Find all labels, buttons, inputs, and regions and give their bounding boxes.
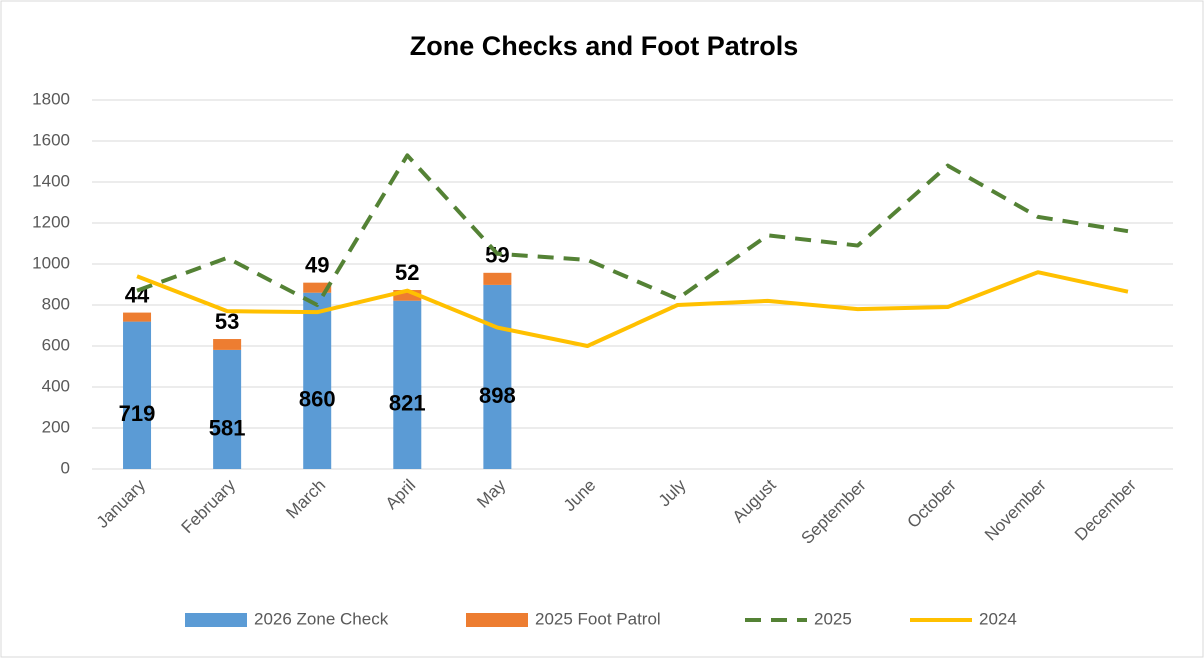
data-label: 52 — [395, 260, 419, 285]
bar-segment — [213, 339, 242, 350]
y-tick-label: 400 — [42, 376, 70, 395]
bar-segment — [213, 349, 242, 469]
legend-label: 2025 Foot Patrol — [535, 609, 661, 628]
bar-segment — [303, 292, 332, 469]
data-label: 821 — [389, 391, 426, 416]
y-tick-label: 600 — [42, 335, 70, 354]
data-label: 898 — [479, 383, 516, 408]
bar-segment — [303, 282, 332, 293]
legend-label: 2024 — [979, 609, 1017, 628]
line-series — [136, 270, 1129, 348]
y-tick-label: 200 — [42, 417, 70, 436]
bar-segment — [483, 272, 512, 285]
data-label: 719 — [119, 401, 156, 426]
chart-title: Zone Checks and Foot Patrols — [410, 31, 799, 61]
bar-segment — [123, 321, 152, 469]
legend-label: 2026 Zone Check — [254, 609, 389, 628]
legend-label: 2025 — [814, 609, 852, 628]
data-label: 860 — [299, 387, 336, 412]
bar-segment — [123, 312, 152, 322]
y-tick-label: 1200 — [32, 212, 70, 231]
data-label: 49 — [305, 252, 329, 277]
y-tick-label: 1600 — [32, 130, 70, 149]
bar-segment — [483, 284, 512, 469]
bar-segment — [393, 290, 422, 301]
y-tick-label: 1000 — [32, 253, 70, 272]
bar-segment — [393, 300, 422, 469]
y-tick-label: 1800 — [32, 89, 70, 108]
legend-swatch — [185, 613, 247, 627]
y-tick-label: 0 — [61, 458, 70, 477]
legend-swatch — [466, 613, 528, 627]
y-tick-label: 1400 — [32, 171, 70, 190]
data-label: 581 — [209, 415, 246, 440]
y-tick-label: 800 — [42, 294, 70, 313]
